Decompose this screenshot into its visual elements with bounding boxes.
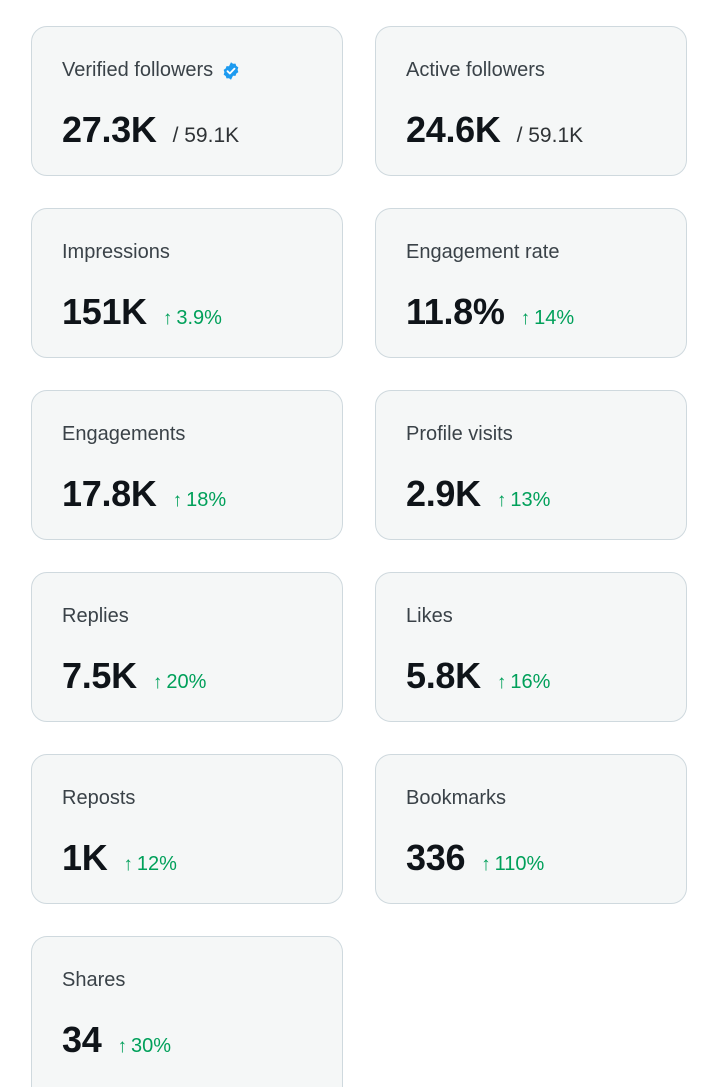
card-change-text: 110% (494, 853, 545, 875)
card-value: 34 (62, 1019, 102, 1060)
card-value: 336 (406, 837, 466, 878)
card-change: ↑ 18% (173, 489, 227, 512)
card-label-text: Active followers (406, 59, 545, 81)
arrow-up-icon: ↑ (162, 308, 173, 329)
card-change: ↑ 12% (123, 853, 177, 876)
card-value: 2.9K (406, 473, 481, 514)
card-label: Replies (62, 605, 129, 628)
card-verified-followers[interactable]: Verified followers 27.3K / 59.1K (31, 26, 343, 176)
card-value-row: 336 ↑ 110% (406, 837, 544, 879)
arrow-up-icon: ↑ (117, 1036, 127, 1057)
card-reposts[interactable]: Reposts 1K ↑ 12% (31, 754, 343, 904)
card-label: Shares (62, 969, 125, 992)
card-value-row: 2.9K ↑ 13% (406, 473, 550, 515)
card-value: 1K (62, 837, 108, 878)
card-replies[interactable]: Replies 7.5K ↑ 20% (31, 572, 343, 722)
card-label-text: Reposts (62, 787, 136, 809)
card-value-row: 34 ↑ 30% (62, 1019, 171, 1061)
card-profile-visits[interactable]: Profile visits 2.9K ↑ 13% (375, 390, 687, 540)
card-change-text: 30% (130, 1035, 171, 1057)
arrow-up-icon: ↑ (496, 672, 507, 693)
card-label: Engagement rate (406, 241, 559, 264)
card-value-row: 27.3K / 59.1K (62, 109, 239, 151)
card-change-text: 13% (510, 489, 551, 511)
card-label-text: Likes (406, 605, 453, 627)
card-label: Likes (406, 605, 453, 628)
card-label-text: Profile visits (406, 423, 513, 445)
card-bookmarks[interactable]: Bookmarks 336 ↑ 110% (375, 754, 687, 904)
card-change-text: 14% (534, 307, 575, 329)
arrow-up-icon: ↑ (520, 308, 531, 329)
arrow-up-icon: ↑ (152, 672, 163, 693)
card-label: Profile visits (406, 423, 513, 446)
verified-badge-icon (223, 61, 239, 80)
card-label-text: Impressions (62, 241, 170, 263)
card-label-text: Engagements (62, 423, 186, 445)
card-total: / 59.1K (172, 124, 240, 147)
card-value: 151K (62, 291, 147, 332)
card-change: ↑ 14% (521, 307, 575, 330)
arrow-up-icon: ↑ (496, 490, 507, 511)
card-change: ↑ 13% (497, 489, 551, 512)
card-active-followers[interactable]: Active followers 24.6K / 59.1K (375, 26, 687, 176)
card-label: Reposts (62, 787, 135, 810)
card-change: ↑ 30% (117, 1035, 171, 1058)
card-value: 11.8% (406, 291, 505, 332)
arrow-up-icon: ↑ (172, 490, 183, 511)
card-label-text: Replies (62, 605, 129, 627)
card-change-text: 18% (186, 489, 227, 511)
card-label: Verified followers (62, 59, 241, 82)
card-value: 7.5K (62, 655, 137, 696)
card-total: / 59.1K (516, 124, 584, 147)
card-change-text: 3.9% (176, 307, 222, 329)
arrow-up-icon: ↑ (123, 854, 133, 875)
card-label-text: Engagement rate (406, 241, 560, 263)
card-label-text: Verified followers (62, 59, 214, 81)
card-change: ↑ 16% (497, 671, 551, 694)
card-impressions[interactable]: Impressions 151K ↑ 3.9% (31, 208, 343, 358)
card-change-text: 16% (510, 671, 551, 693)
card-change: ↑ 110% (481, 853, 544, 876)
card-label: Impressions (62, 241, 170, 264)
card-value-row: 11.8% ↑ 14% (406, 291, 574, 333)
card-change-text: 20% (166, 671, 207, 693)
card-shares[interactable]: Shares 34 ↑ 30% (31, 936, 343, 1087)
card-value-row: 151K ↑ 3.9% (62, 291, 222, 333)
card-label-text: Bookmarks (406, 787, 507, 809)
card-value: 27.3K (62, 109, 157, 150)
card-change-text: 12% (136, 853, 177, 875)
card-value-row: 5.8K ↑ 16% (406, 655, 550, 697)
card-value: 5.8K (406, 655, 481, 696)
card-value-row: 24.6K / 59.1K (406, 109, 583, 151)
card-value-row: 7.5K ↑ 20% (62, 655, 206, 697)
card-engagements[interactable]: Engagements 17.8K ↑ 18% (31, 390, 343, 540)
card-label-text: Shares (62, 969, 126, 991)
card-value: 24.6K (406, 109, 501, 150)
card-engagement-rate[interactable]: Engagement rate 11.8% ↑ 14% (375, 208, 687, 358)
card-label: Active followers (406, 59, 545, 82)
card-label: Bookmarks (406, 787, 506, 810)
card-value-row: 1K ↑ 12% (62, 837, 177, 879)
card-change: ↑ 20% (153, 671, 207, 694)
card-value-row: 17.8K ↑ 18% (62, 473, 226, 515)
arrow-up-icon: ↑ (481, 854, 491, 875)
card-label: Engagements (62, 423, 185, 446)
card-value: 17.8K (62, 473, 157, 514)
card-likes[interactable]: Likes 5.8K ↑ 16% (375, 572, 687, 722)
card-change: ↑ 3.9% (163, 307, 222, 330)
